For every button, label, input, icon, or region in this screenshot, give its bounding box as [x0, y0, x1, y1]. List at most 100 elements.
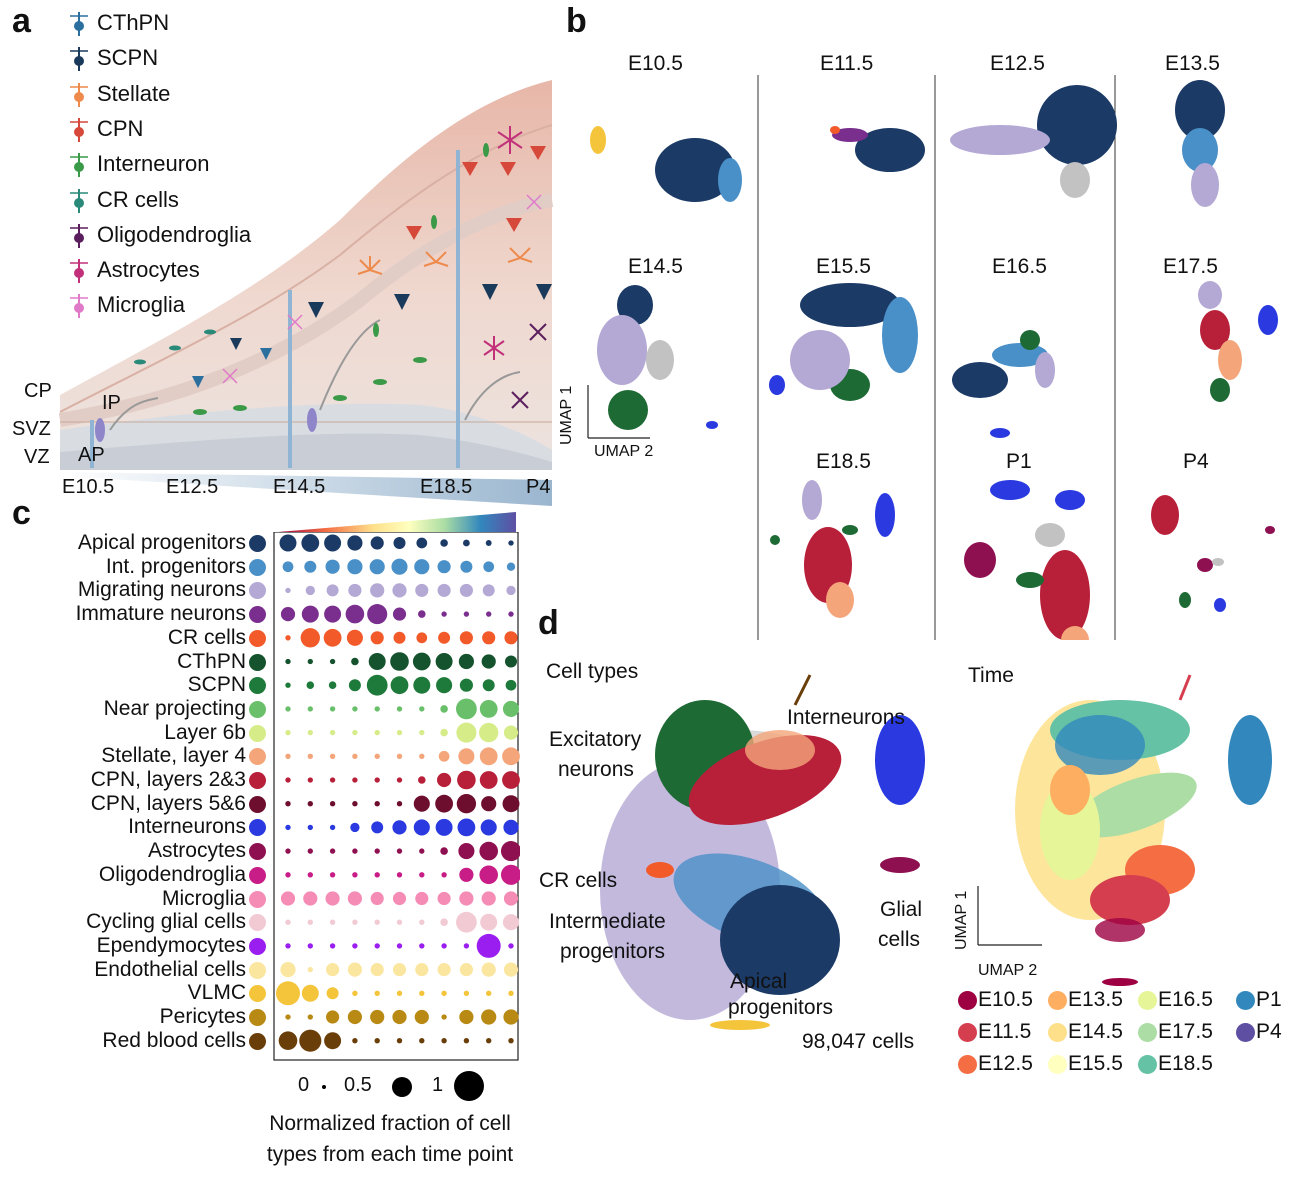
label-interneurons: Interneurons — [787, 706, 905, 729]
time-legend-label-9: P1 — [1256, 988, 1282, 1011]
dot-13-0 — [285, 848, 291, 854]
dot-14-10 — [500, 864, 520, 885]
legend-a-label: Microglia — [97, 292, 186, 318]
umap-cluster-5-0 — [800, 283, 900, 327]
legend-a-label: CThPN — [97, 10, 170, 35]
dot-16-9 — [480, 913, 498, 931]
umap-title-0: E10.5 — [628, 52, 683, 75]
dot-11-4 — [374, 801, 380, 807]
dot-15-6 — [415, 891, 429, 906]
dot-2-4 — [370, 583, 385, 598]
dot-14-7 — [441, 872, 447, 878]
umap-cluster-6-0 — [952, 362, 1008, 398]
umap-cluster-0-2 — [718, 158, 742, 202]
dot-1-10 — [506, 562, 516, 571]
umap-cluster-5-3 — [790, 330, 850, 390]
celltype-swatch-1 — [249, 558, 266, 576]
dot-6-0 — [285, 682, 291, 688]
dot-17-7 — [441, 943, 447, 949]
dot-9-2 — [329, 753, 336, 759]
celltype-label-0: Apical progenitors — [77, 531, 246, 554]
panel-b-axis-y-label: UMAP 1 — [558, 385, 575, 445]
time-legend-swatch-8 — [1138, 1055, 1157, 1074]
dot-21-4 — [374, 1038, 380, 1044]
umap-cluster-7-1 — [1200, 310, 1230, 350]
umap-cluster-9-5 — [1016, 572, 1044, 588]
celltype-label-1: Int. progenitors — [105, 554, 246, 578]
legend-a-item-1: SCPN — [62, 43, 302, 75]
legend-a-item-6: Oligodendroglia — [62, 220, 302, 252]
dot-18-0 — [280, 962, 296, 978]
umap-cluster-3-1 — [1182, 128, 1218, 172]
umap-cluster-9-1 — [1061, 626, 1089, 640]
dot-17-8 — [463, 943, 470, 949]
celltype-swatch-21 — [249, 1032, 266, 1050]
dot-3-9 — [486, 611, 492, 617]
panel-b-umap-grid — [587, 75, 1278, 640]
dot-6-7 — [436, 677, 453, 694]
dot-2-0 — [285, 587, 291, 594]
dot-8-1 — [307, 729, 313, 736]
dot-9-0 — [285, 753, 291, 759]
time-legend-swatch-0 — [958, 991, 977, 1010]
dot-1-8 — [460, 560, 473, 573]
celltype-label-17: Ependymocytes — [96, 933, 246, 957]
dot-16-1 — [307, 919, 313, 925]
umap-title-10: P4 — [1183, 450, 1209, 473]
dot-2-9 — [482, 584, 495, 597]
dot-12-9 — [480, 819, 497, 836]
panel-a-illustration — [58, 80, 554, 506]
dot-18-3 — [347, 962, 362, 977]
time-legend-label-0: E10.5 — [978, 988, 1033, 1011]
celltype-label-16: Cycling glial cells — [86, 910, 246, 934]
dot-14-5 — [396, 872, 403, 878]
celltype-label-8: Layer 6b — [164, 720, 246, 744]
dot-8-7 — [440, 728, 448, 737]
legend-a-label: Stellate — [97, 80, 171, 106]
dot-18-4 — [370, 963, 384, 977]
size-legend-dot-large — [454, 1071, 484, 1101]
dot-2-10 — [506, 585, 516, 596]
dot-19-0 — [276, 981, 300, 1006]
time-legend-swatch-7 — [1138, 1023, 1157, 1042]
panel-d-axis-y-label: UMAP 1 — [953, 890, 970, 950]
dot-3-8 — [463, 611, 470, 617]
dot-4-4 — [370, 631, 384, 645]
celltype-label-12: Interneurons — [128, 815, 246, 839]
time-legend-label-2: E12.5 — [978, 1052, 1033, 1075]
dot-18-8 — [459, 963, 473, 977]
dot-0-3 — [347, 535, 363, 551]
dot-14-8 — [459, 867, 474, 882]
time-legend-swatch-1 — [958, 1023, 977, 1042]
timepoint-e14-5: E14.5 — [273, 476, 326, 498]
dot-6-4 — [366, 674, 388, 696]
dot-8-4 — [374, 729, 380, 736]
time-legend-label-1: E11.5 — [978, 1020, 1032, 1043]
dot-15-8 — [459, 891, 474, 906]
legend-a-label: Oligodendroglia — [97, 221, 252, 247]
dot-12-5 — [392, 820, 407, 835]
dot-17-6 — [419, 943, 425, 949]
umap-cluster-8-2 — [802, 480, 822, 520]
dot-17-3 — [352, 943, 358, 949]
dot-2-5 — [392, 583, 407, 598]
dot-2-3 — [348, 583, 362, 597]
celltype-label-2: Migrating neurons — [77, 578, 246, 602]
umap-title-5: E15.5 — [816, 255, 871, 278]
dot-10-5 — [396, 777, 403, 783]
legend-a-item-3: CPN — [62, 114, 302, 146]
legend-a-label: CPN — [97, 115, 144, 141]
umap-title-7: E17.5 — [1163, 255, 1218, 278]
dot-4-2 — [323, 628, 342, 647]
dot-16-8 — [456, 911, 477, 933]
interneuron-icon — [64, 151, 94, 179]
ap-label: AP — [78, 444, 105, 466]
time-legend-swatch-4 — [1048, 1023, 1067, 1042]
celltype-label-4: CR cells — [167, 625, 246, 649]
cortex-shape — [60, 80, 552, 470]
dot-11-2 — [329, 801, 336, 807]
dot-3-0 — [280, 607, 296, 622]
dot-10-8 — [457, 770, 476, 790]
dot-19-10 — [508, 990, 514, 996]
celltype-swatch-7 — [249, 700, 266, 718]
